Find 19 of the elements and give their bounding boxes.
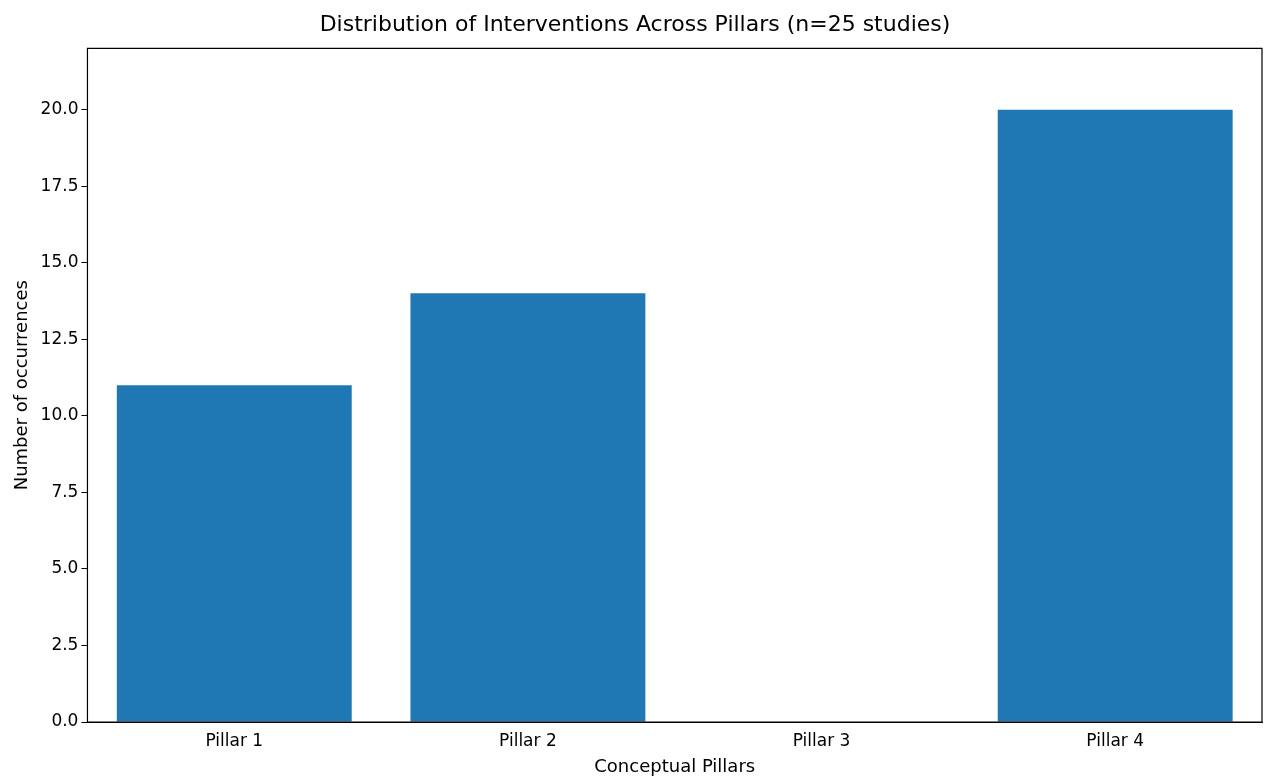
x-tick-label: Pillar 3 bbox=[792, 729, 851, 750]
y-tick-label: 15.0 bbox=[40, 251, 79, 272]
y-axis-title: Number of occurrences bbox=[10, 280, 32, 491]
y-tick-label: 12.5 bbox=[40, 327, 79, 348]
x-axis-title: Conceptual Pillars bbox=[594, 754, 756, 776]
y-tick-label: 0.0 bbox=[51, 710, 79, 731]
x-tick-label: Pillar 2 bbox=[499, 729, 557, 750]
chart-title: Distribution of Interventions Across Pillars (n=25 studies) bbox=[319, 10, 951, 36]
y-tick-label: 17.5 bbox=[40, 174, 79, 195]
x-tick-label: Pillar 4 bbox=[1086, 729, 1145, 750]
y-tick-label: 20.0 bbox=[40, 98, 79, 119]
bar bbox=[997, 109, 1233, 722]
y-tick-label: 2.5 bbox=[51, 633, 79, 654]
y-tick-label: 10.0 bbox=[40, 404, 79, 425]
bar bbox=[410, 293, 646, 722]
x-tick-label: Pillar 1 bbox=[205, 729, 264, 750]
y-tick-label: 5.0 bbox=[51, 557, 79, 578]
bar bbox=[116, 385, 352, 722]
y-tick-label: 7.5 bbox=[51, 480, 79, 501]
